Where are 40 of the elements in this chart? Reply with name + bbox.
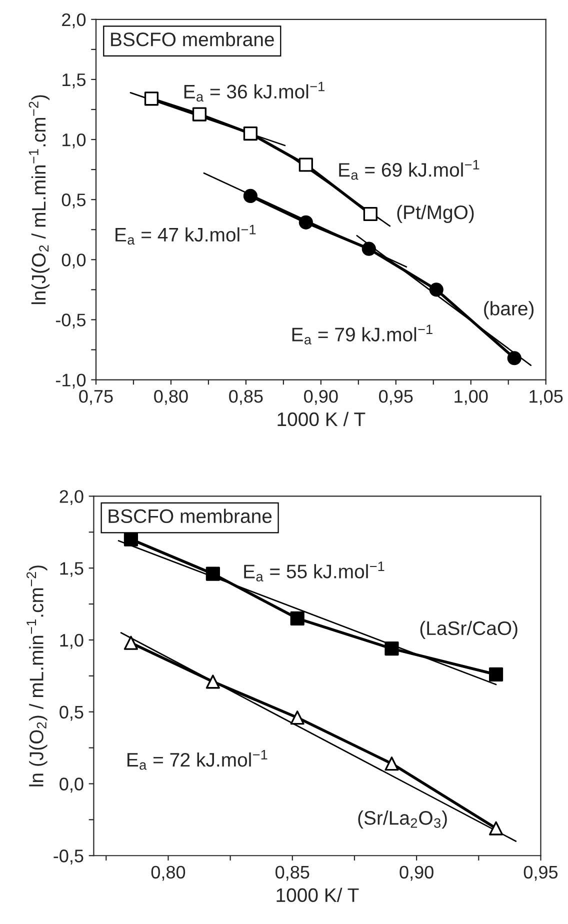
y-axis-title: ln(J(O$_{2}$ / mL.min$^{−1}$.cm$^{−2}$) [28, 95, 50, 304]
y-tick-label: 1,0 [60, 634, 84, 649]
y-tick-label: 0,0 [62, 254, 86, 268]
annotation: E$_{a}$ = 55 kJ.mol$^{−1}$ [244, 562, 384, 582]
y-tick-label: 2,0 [60, 490, 84, 506]
x-tick-label: 0,95 [379, 390, 413, 405]
annotation: (LaSr/CaO) [420, 620, 518, 639]
y-tick-label: -1,0 [56, 374, 86, 389]
x-tick-label: 0,90 [400, 866, 434, 881]
x-tick-label: 0,75 [79, 390, 113, 405]
y-tick-label: -0,5 [54, 850, 84, 864]
x-axis-title: 1000 K / T [278, 412, 366, 426]
y-tick-label: 0,0 [60, 778, 84, 793]
annotation: E$_{a}$ = 36 kJ.mol$^{−1}$ [184, 82, 324, 102]
x-axis-title: 1000 K/ T [276, 888, 359, 902]
y-tick-label: -0,5 [56, 314, 86, 329]
x-tick-label: 0,80 [154, 390, 188, 405]
annotation: E$_{a}$ = 72 kJ.mol$^{−1}$ [128, 750, 268, 770]
y-tick-label: 2,0 [62, 13, 86, 28]
x-tick-label: 1,00 [454, 390, 488, 405]
text: BSCFO membrane [108, 508, 272, 524]
y-tick-label: 0,5 [62, 194, 86, 208]
annotation: (Pt/MgO) [397, 204, 474, 224]
y-tick-label: 0,5 [60, 706, 84, 721]
annotation: E$_{a}$ = 69 kJ.mol$^{−1}$ [339, 160, 480, 180]
x-tick-label: 0,85 [229, 390, 263, 405]
y-tick-label: 1,0 [62, 133, 86, 148]
annotation: (bare) [484, 301, 534, 320]
x-tick-label: 0,95 [524, 866, 558, 881]
y-tick-label: 1,5 [62, 74, 86, 88]
x-tick-label: 0,80 [151, 866, 186, 881]
y-tick-label: 1,5 [60, 562, 84, 577]
text: BSCFO membrane [111, 32, 274, 46]
annotation: (Sr/La$_{2}$O$_{3}$) [358, 810, 447, 829]
y-axis-title: ln (J(O$_{2}$) / mL.min$^{−1}$.cm$^{−2}$) [26, 566, 48, 786]
annotation: E$_{a}$ = 79 kJ.mol$^{−1}$ [292, 324, 432, 344]
x-tick-label: 0,90 [304, 390, 338, 405]
x-tick-label: 1,05 [530, 390, 563, 405]
annotation: E$_{a}$ = 47 kJ.mol$^{−1}$ [116, 224, 256, 245]
x-tick-label: 0,85 [276, 866, 310, 881]
